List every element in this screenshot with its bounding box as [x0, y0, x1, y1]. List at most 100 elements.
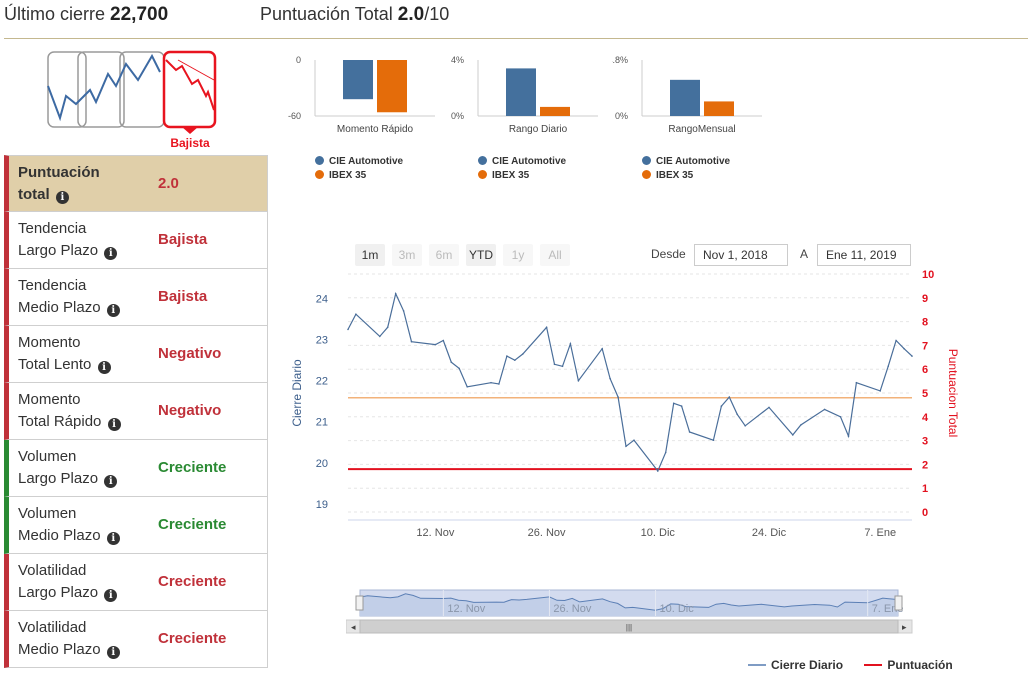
price-point — [672, 402, 675, 405]
legend-item-score[interactable]: Puntuación — [864, 658, 953, 672]
mini-chart-momento-rapido: 0 -60 Momento Rápido CIE Automotive IBEX 35 — [285, 48, 455, 188]
mini-bar — [343, 60, 373, 100]
range-button-1y[interactable]: 1y — [503, 244, 533, 266]
navigator-handle-left[interactable] — [355, 595, 364, 611]
ytick-label-right: 5 — [922, 388, 928, 400]
info-icon[interactable]: i — [97, 361, 111, 374]
to-date-input[interactable]: Ene 11, 2019 — [817, 244, 911, 266]
xtick-label: 10. Dic — [641, 527, 676, 539]
price-point — [664, 451, 667, 454]
total-score-label: Puntuación Total — [260, 4, 393, 24]
score-row: Volatilidad Medio Plazo i Creciente — [4, 611, 268, 668]
score-row-value: Creciente — [158, 573, 227, 590]
mini-chart-svg: 0 -60 Momento Rápido — [288, 55, 435, 135]
mini-legend-item[interactable]: CIE Automotive — [478, 155, 566, 169]
mini-legend-item[interactable]: CIE Automotive — [642, 155, 730, 169]
xtick-label: 24. Dic — [752, 527, 787, 539]
scroll-right-icon: ▸ — [902, 622, 907, 632]
score-row-label-line2: Largo Plazo — [18, 470, 99, 487]
price-point — [625, 445, 627, 448]
price-point — [410, 340, 413, 343]
info-icon[interactable]: i — [104, 589, 118, 602]
score-row-value: Bajista — [158, 288, 208, 305]
range-button-all[interactable]: All — [540, 244, 570, 266]
mini-chart-rango-mensual: 4.8% 0% RangoMensual CIE Automotive IBEX 35 — [612, 48, 782, 188]
total-score-value: 2.0 — [397, 4, 425, 25]
ytick-label-right: 6 — [922, 364, 928, 376]
price-point — [712, 439, 715, 441]
price-line — [347, 291, 913, 473]
mini-bar — [704, 101, 734, 116]
xtick-label: 26. Nov — [528, 527, 566, 539]
price-point — [744, 425, 746, 427]
range-button-6m[interactable]: 6m — [429, 244, 459, 266]
score-row-label: Volatilidad Largo Plazo i — [18, 560, 148, 604]
score-row-label-line1: Tendencia — [18, 220, 87, 237]
mini-legend: CIE Automotive IBEX 35 — [315, 155, 403, 183]
score-row-label: Momento Total Lento i — [18, 332, 148, 376]
navigator-area — [360, 593, 898, 616]
mini-legend-item[interactable]: IBEX 35 — [478, 169, 566, 183]
price-point — [442, 339, 445, 342]
mini-ytick-label: -60 — [288, 111, 301, 121]
price-point — [490, 381, 492, 384]
info-icon[interactable]: i — [104, 475, 118, 488]
from-date-input[interactable]: Nov 1, 2018 — [694, 244, 788, 266]
range-button-ytd[interactable]: YTD — [466, 244, 496, 266]
info-icon[interactable]: i — [106, 646, 120, 659]
ytick-label-right: 1 — [922, 483, 928, 495]
price-point — [386, 326, 389, 329]
mini-ytick-label: 0 — [296, 55, 301, 65]
navigator-scrollbar-thumb[interactable] — [359, 619, 899, 634]
mini-legend-item[interactable]: IBEX 35 — [315, 169, 403, 183]
mini-legend-item[interactable]: IBEX 35 — [642, 169, 730, 183]
price-point — [577, 379, 580, 382]
trend-downtrend-line — [165, 59, 215, 111]
price-point — [402, 310, 405, 312]
score-row: Momento Total Lento i Negativo — [4, 326, 268, 383]
price-point — [823, 408, 826, 411]
legend-dot-icon — [315, 156, 324, 165]
ytick-label-left: 20 — [316, 458, 328, 470]
range-button-3m[interactable]: 3m — [392, 244, 422, 266]
scroll-grip-icon: ||| — [626, 623, 632, 632]
y-axis-title-left: Cierre Diario — [290, 359, 304, 427]
navigator-handle-right[interactable] — [894, 595, 903, 611]
price-point — [839, 416, 842, 418]
xtick-label: 7. Ene — [864, 527, 896, 539]
ytick-label-right: 0 — [922, 507, 928, 519]
score-row-value: Bajista — [158, 231, 208, 248]
y-axis-title-right: Puntuacion Total — [946, 349, 960, 438]
price-point — [768, 406, 770, 409]
score-row-label: Momento Total Rápido i — [18, 389, 148, 433]
ytick-label-left: 23 — [316, 335, 328, 347]
from-label: Desde — [651, 247, 686, 261]
navigator-line — [359, 593, 899, 611]
main-chart: 19 20 21 22 23 24 0 1 2 3 4 5 6 7 8 9 10 12. Nov 26. Nov 10… — [285, 262, 985, 557]
navigator-tick-label: 26. Nov — [553, 603, 591, 615]
navigator: 12. Nov 26. Nov 10. Dic 7. Ene ◂ ▸ ||| — [345, 588, 916, 641]
price-point — [911, 355, 913, 357]
price-point — [434, 343, 437, 346]
info-icon[interactable]: i — [104, 247, 118, 260]
info-icon[interactable]: i — [106, 532, 120, 545]
score-row-value: 2.0 — [158, 175, 179, 192]
xtick-label: 12. Nov — [416, 527, 454, 539]
score-row-label-line2: total — [18, 186, 50, 203]
score-row-label: Volumen Medio Plazo i — [18, 503, 148, 547]
range-button-1m[interactable]: 1m — [355, 244, 385, 266]
trend-downtrend-line-thin — [177, 59, 215, 81]
mini-legend-item[interactable]: CIE Automotive — [315, 155, 403, 169]
mini-legend: CIE Automotive IBEX 35 — [478, 155, 566, 183]
score-row-label: Tendencia Medio Plazo i — [18, 275, 148, 319]
mini-legend-label: CIE Automotive — [329, 156, 404, 167]
last-close-label: Último cierre — [4, 4, 106, 24]
info-icon[interactable]: i — [55, 191, 69, 204]
info-icon[interactable]: i — [106, 304, 120, 317]
info-icon[interactable]: i — [107, 418, 121, 431]
legend-item-price[interactable]: Cierre Diario — [748, 658, 843, 672]
trend-icon-up — [77, 51, 125, 128]
trend-active-pointer — [182, 127, 198, 134]
mini-bar — [670, 79, 700, 116]
